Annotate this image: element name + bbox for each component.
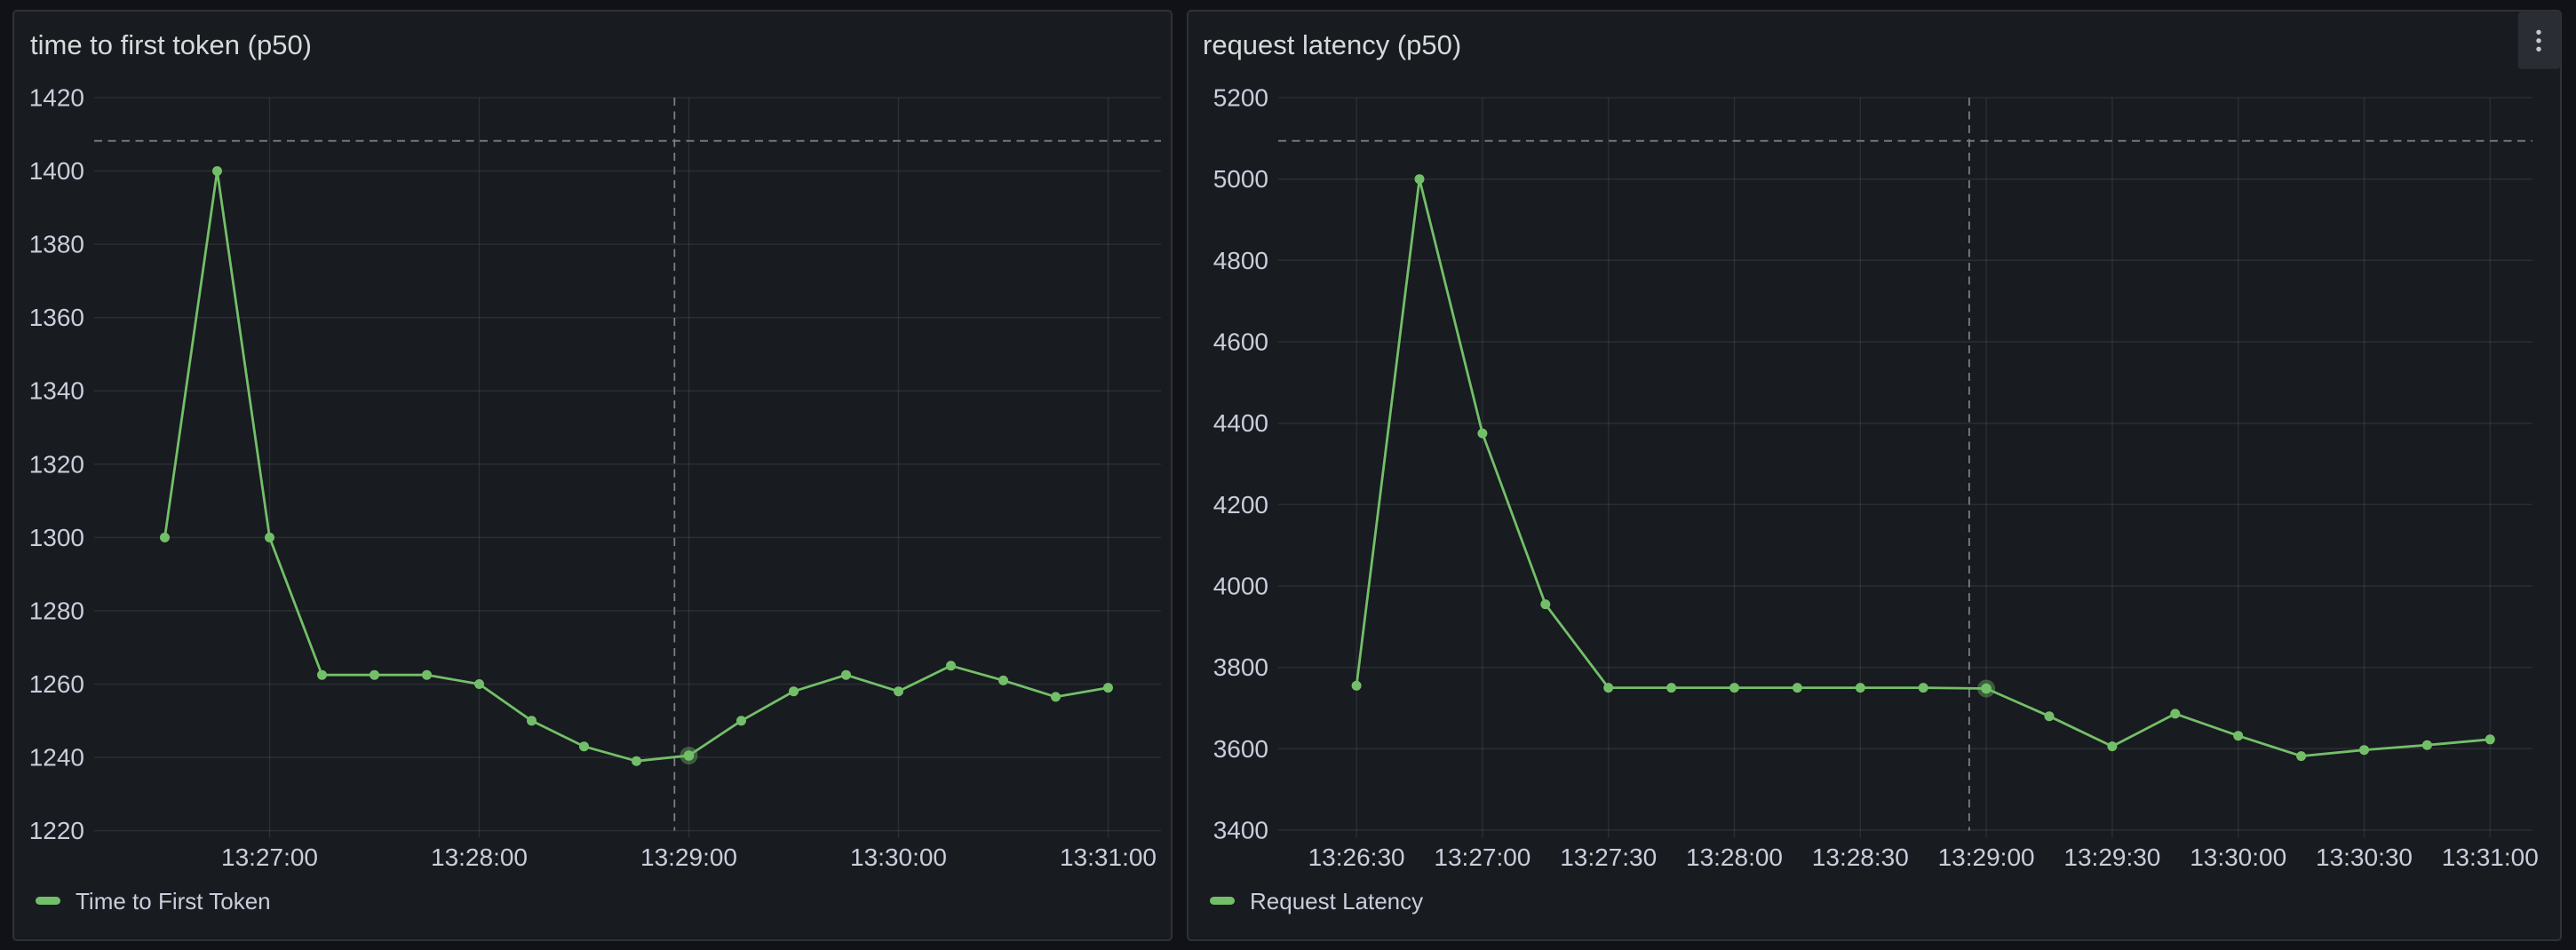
svg-text:Time to First Token: Time to First Token <box>76 888 271 914</box>
svg-text:13:29:30: 13:29:30 <box>2063 843 2160 871</box>
svg-text:3800: 3800 <box>1213 653 1268 681</box>
svg-text:1360: 1360 <box>29 304 84 331</box>
svg-text:1260: 1260 <box>29 670 84 698</box>
svg-text:1220: 1220 <box>29 817 84 844</box>
svg-text:3400: 3400 <box>1213 817 1268 844</box>
svg-text:13:28:30: 13:28:30 <box>1812 843 1909 871</box>
svg-text:13:29:00: 13:29:00 <box>640 843 737 871</box>
svg-text:13:30:30: 13:30:30 <box>2316 843 2413 871</box>
svg-text:request latency (p50): request latency (p50) <box>1203 29 1461 60</box>
svg-text:1240: 1240 <box>29 744 84 772</box>
svg-text:13:28:00: 13:28:00 <box>431 843 528 871</box>
svg-text:time to first token (p50): time to first token (p50) <box>30 29 312 60</box>
svg-text:13:28:00: 13:28:00 <box>1686 843 1783 871</box>
svg-text:13:31:00: 13:31:00 <box>2442 843 2539 871</box>
svg-text:3600: 3600 <box>1213 735 1268 763</box>
svg-text:13:31:00: 13:31:00 <box>1060 843 1157 871</box>
svg-text:1340: 1340 <box>29 377 84 405</box>
svg-text:13:29:00: 13:29:00 <box>1938 843 2035 871</box>
svg-text:1300: 1300 <box>29 524 84 551</box>
svg-text:5000: 5000 <box>1213 165 1268 193</box>
svg-text:13:27:00: 13:27:00 <box>1434 843 1530 871</box>
svg-text:5200: 5200 <box>1213 84 1268 112</box>
svg-text:13:30:00: 13:30:00 <box>2190 843 2286 871</box>
svg-text:1280: 1280 <box>29 597 84 624</box>
svg-text:4800: 4800 <box>1213 247 1268 274</box>
svg-text:1320: 1320 <box>29 450 84 478</box>
svg-text:4000: 4000 <box>1213 573 1268 600</box>
svg-text:13:30:00: 13:30:00 <box>850 843 947 871</box>
svg-text:13:27:00: 13:27:00 <box>221 843 318 871</box>
svg-text:1420: 1420 <box>29 84 84 112</box>
svg-text:13:26:30: 13:26:30 <box>1308 843 1405 871</box>
svg-text:4200: 4200 <box>1213 491 1268 519</box>
svg-text:13:27:30: 13:27:30 <box>1560 843 1657 871</box>
svg-text:4600: 4600 <box>1213 329 1268 356</box>
svg-text:4400: 4400 <box>1213 409 1268 437</box>
svg-text:Request Latency: Request Latency <box>1250 888 1423 914</box>
svg-text:1380: 1380 <box>29 231 84 258</box>
svg-text:1400: 1400 <box>29 157 84 185</box>
